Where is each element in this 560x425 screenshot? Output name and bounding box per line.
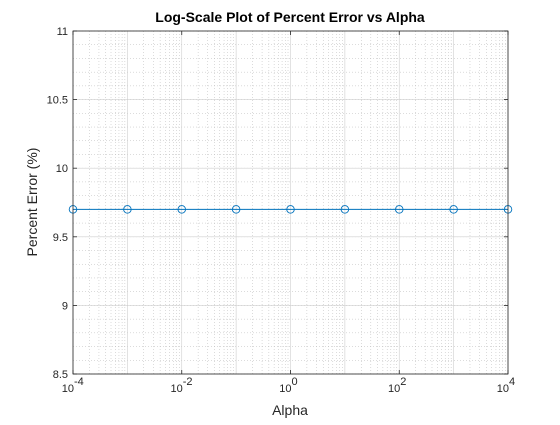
data-point-marker xyxy=(286,205,295,214)
y-tick-label: 11 xyxy=(57,26,68,38)
x-tick-label-base: 10 xyxy=(279,383,291,395)
x-tick-label: 102 xyxy=(388,376,406,395)
data-point-marker xyxy=(340,205,350,214)
y-tick-label: 10.5 xyxy=(47,95,68,107)
x-tick-label: 10-4 xyxy=(62,376,84,395)
y-tick-labels: 8.5 9 9.5 10 10.5 11 xyxy=(47,26,68,381)
minor-grid xyxy=(73,30,508,375)
data-point-marker xyxy=(449,205,458,214)
x-axis-label: Alpha xyxy=(272,402,308,418)
x-tick-label-base: 10 xyxy=(171,383,183,395)
x-tick-label: 10-2 xyxy=(171,376,193,395)
x-tick-label-exponent: -2 xyxy=(183,376,193,388)
x-tick-label-exponent: -4 xyxy=(74,376,84,388)
tick-marks xyxy=(72,30,509,375)
x-tick-label: 104 xyxy=(497,376,515,395)
x-tick-label-exponent: 2 xyxy=(400,376,406,388)
data-point-marker xyxy=(395,205,404,214)
data-point-marker xyxy=(177,205,186,214)
x-tick-label-exponent: 4 xyxy=(509,376,515,388)
data-point-marker xyxy=(231,205,241,214)
y-axis-label: Percent Error (%) xyxy=(24,148,40,257)
y-tick-label: 10 xyxy=(56,163,68,175)
x-tick-label-base: 10 xyxy=(497,383,509,395)
x-tick-label-base: 10 xyxy=(62,383,74,395)
y-tick-label: 9 xyxy=(62,300,68,312)
data-point-marker xyxy=(123,205,132,214)
y-tick-label: 9.5 xyxy=(53,232,68,244)
chart-title: Log-Scale Plot of Percent Error vs Alpha xyxy=(155,9,425,25)
x-tick-label-exponent: 0 xyxy=(292,376,298,388)
y-tick-label: 8.5 xyxy=(53,369,68,381)
x-tick-label: 100 xyxy=(279,376,297,395)
x-tick-label-base: 10 xyxy=(388,383,400,395)
